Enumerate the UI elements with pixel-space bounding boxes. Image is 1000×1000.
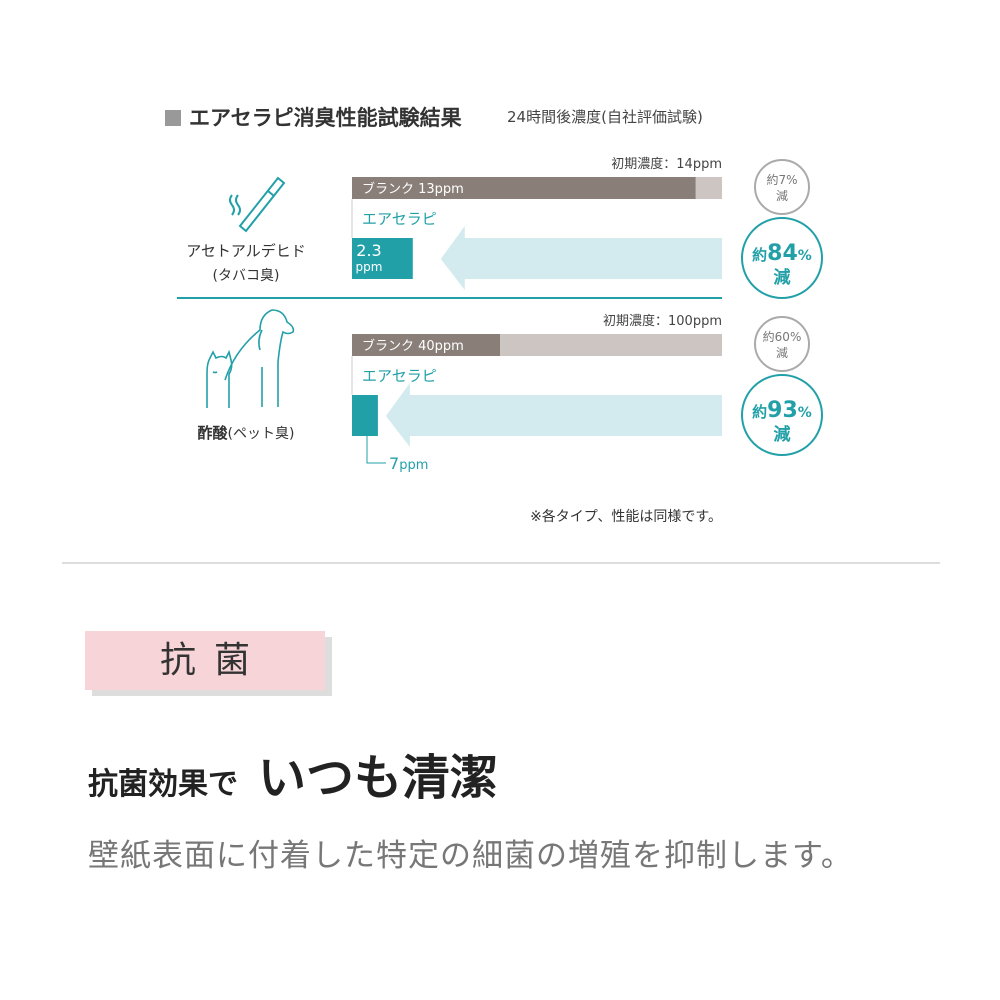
group-sub: (タバコ臭) bbox=[213, 268, 280, 284]
product-reduction-value: 約93% bbox=[752, 398, 812, 423]
blank-reduction-suffix: 減 bbox=[776, 188, 788, 203]
chart-subtitle: 24時間後濃度(自社評価試験) bbox=[507, 108, 703, 126]
initial-concentration-label: 初期濃度：100ppm bbox=[603, 313, 722, 329]
blank-bar bbox=[352, 334, 500, 356]
product-reduction-circle bbox=[741, 217, 823, 299]
heading-lead: 抗菌効果で bbox=[88, 767, 238, 802]
blank-reduction-suffix: 減 bbox=[776, 345, 788, 360]
cigarette-icon bbox=[229, 176, 286, 233]
chart-title: エアセラピ消臭性能試験結果 bbox=[165, 102, 462, 132]
blank-reduction-value: 約7% bbox=[766, 172, 797, 187]
product-bar bbox=[352, 395, 378, 436]
deodorization-chart: アセトアルデヒド (タバコ臭) 酢酸(ペット臭) ※各タイプ、性能は同様です。 … bbox=[177, 156, 823, 525]
product-reduction-suffix: 減 bbox=[774, 424, 791, 445]
blank-label: ブランク 40ppm bbox=[362, 338, 464, 354]
reduction-arrow bbox=[385, 383, 722, 447]
value-leader-line bbox=[366, 419, 386, 464]
blank-reduction-value: 約60% bbox=[763, 329, 802, 344]
product-reduction-circle bbox=[741, 374, 823, 456]
footnote: ※各タイプ、性能は同様です。 bbox=[530, 509, 722, 525]
group-name: アセトアルデヒド bbox=[186, 242, 306, 260]
product-unit: ppm bbox=[356, 260, 383, 274]
pet-dog-cat-icon bbox=[206, 309, 295, 408]
title-text: エアセラピ消臭性能試験結果 bbox=[189, 106, 462, 130]
product-reduction-suffix: 減 bbox=[774, 267, 791, 288]
product-value: 7ppm bbox=[389, 454, 428, 473]
antibacterial-badge: 抗菌 bbox=[85, 631, 325, 690]
section-description: 壁紙表面に付着した特定の細菌の増殖を抑制します。 bbox=[88, 838, 853, 874]
square-bullet-icon bbox=[165, 110, 181, 126]
blank-reduction-circle bbox=[754, 316, 810, 372]
blank-bar bbox=[352, 177, 696, 199]
section-heading: 抗菌効果で いつも清潔 bbox=[88, 738, 498, 808]
group-name: 酢酸(ペット臭) bbox=[198, 424, 295, 442]
product-label: エアセラピ bbox=[362, 210, 437, 228]
initial-concentration-label: 初期濃度：14ppm bbox=[611, 156, 722, 172]
product-bar bbox=[352, 238, 413, 279]
blank-reduction-circle bbox=[754, 159, 810, 215]
heading-main: いつも清潔 bbox=[258, 750, 499, 806]
blank-label: ブランク 13ppm bbox=[362, 181, 464, 197]
product-value: 2.3 bbox=[356, 241, 381, 260]
product-reduction-value: 約84% bbox=[752, 241, 812, 266]
reduction-arrow bbox=[440, 226, 722, 290]
section-divider bbox=[62, 562, 940, 564]
product-label: エアセラピ bbox=[362, 367, 437, 385]
